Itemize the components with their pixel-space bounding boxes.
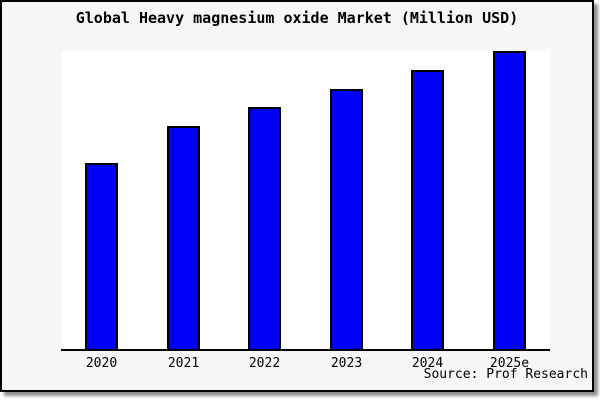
chart-title: Global Heavy magnesium oxide Market (Mil…	[75, 9, 519, 27]
bar-2024	[411, 70, 444, 349]
x-tick-label-2023: 2023	[330, 356, 363, 371]
x-tick-label-2022: 2022	[248, 356, 281, 371]
bar-2023	[330, 89, 363, 349]
x-axis-labels: 2020 2021 2022 2023 2024 2025e	[2, 356, 592, 372]
plot-area	[61, 51, 550, 351]
bar-2025e	[493, 51, 526, 349]
x-tick-label-2024: 2024	[411, 356, 444, 371]
x-tick-label-2025e: 2025e	[489, 356, 530, 371]
bar-2020	[85, 163, 118, 349]
x-tick-label-2021: 2021	[167, 356, 200, 371]
x-tick-label-2020: 2020	[85, 356, 118, 371]
bar-2022	[248, 107, 281, 349]
source-note: Source: Prof Research	[423, 367, 588, 382]
bar-2021	[167, 126, 200, 349]
chart-frame: Global Heavy magnesium oxide Market (Mil…	[0, 0, 594, 392]
